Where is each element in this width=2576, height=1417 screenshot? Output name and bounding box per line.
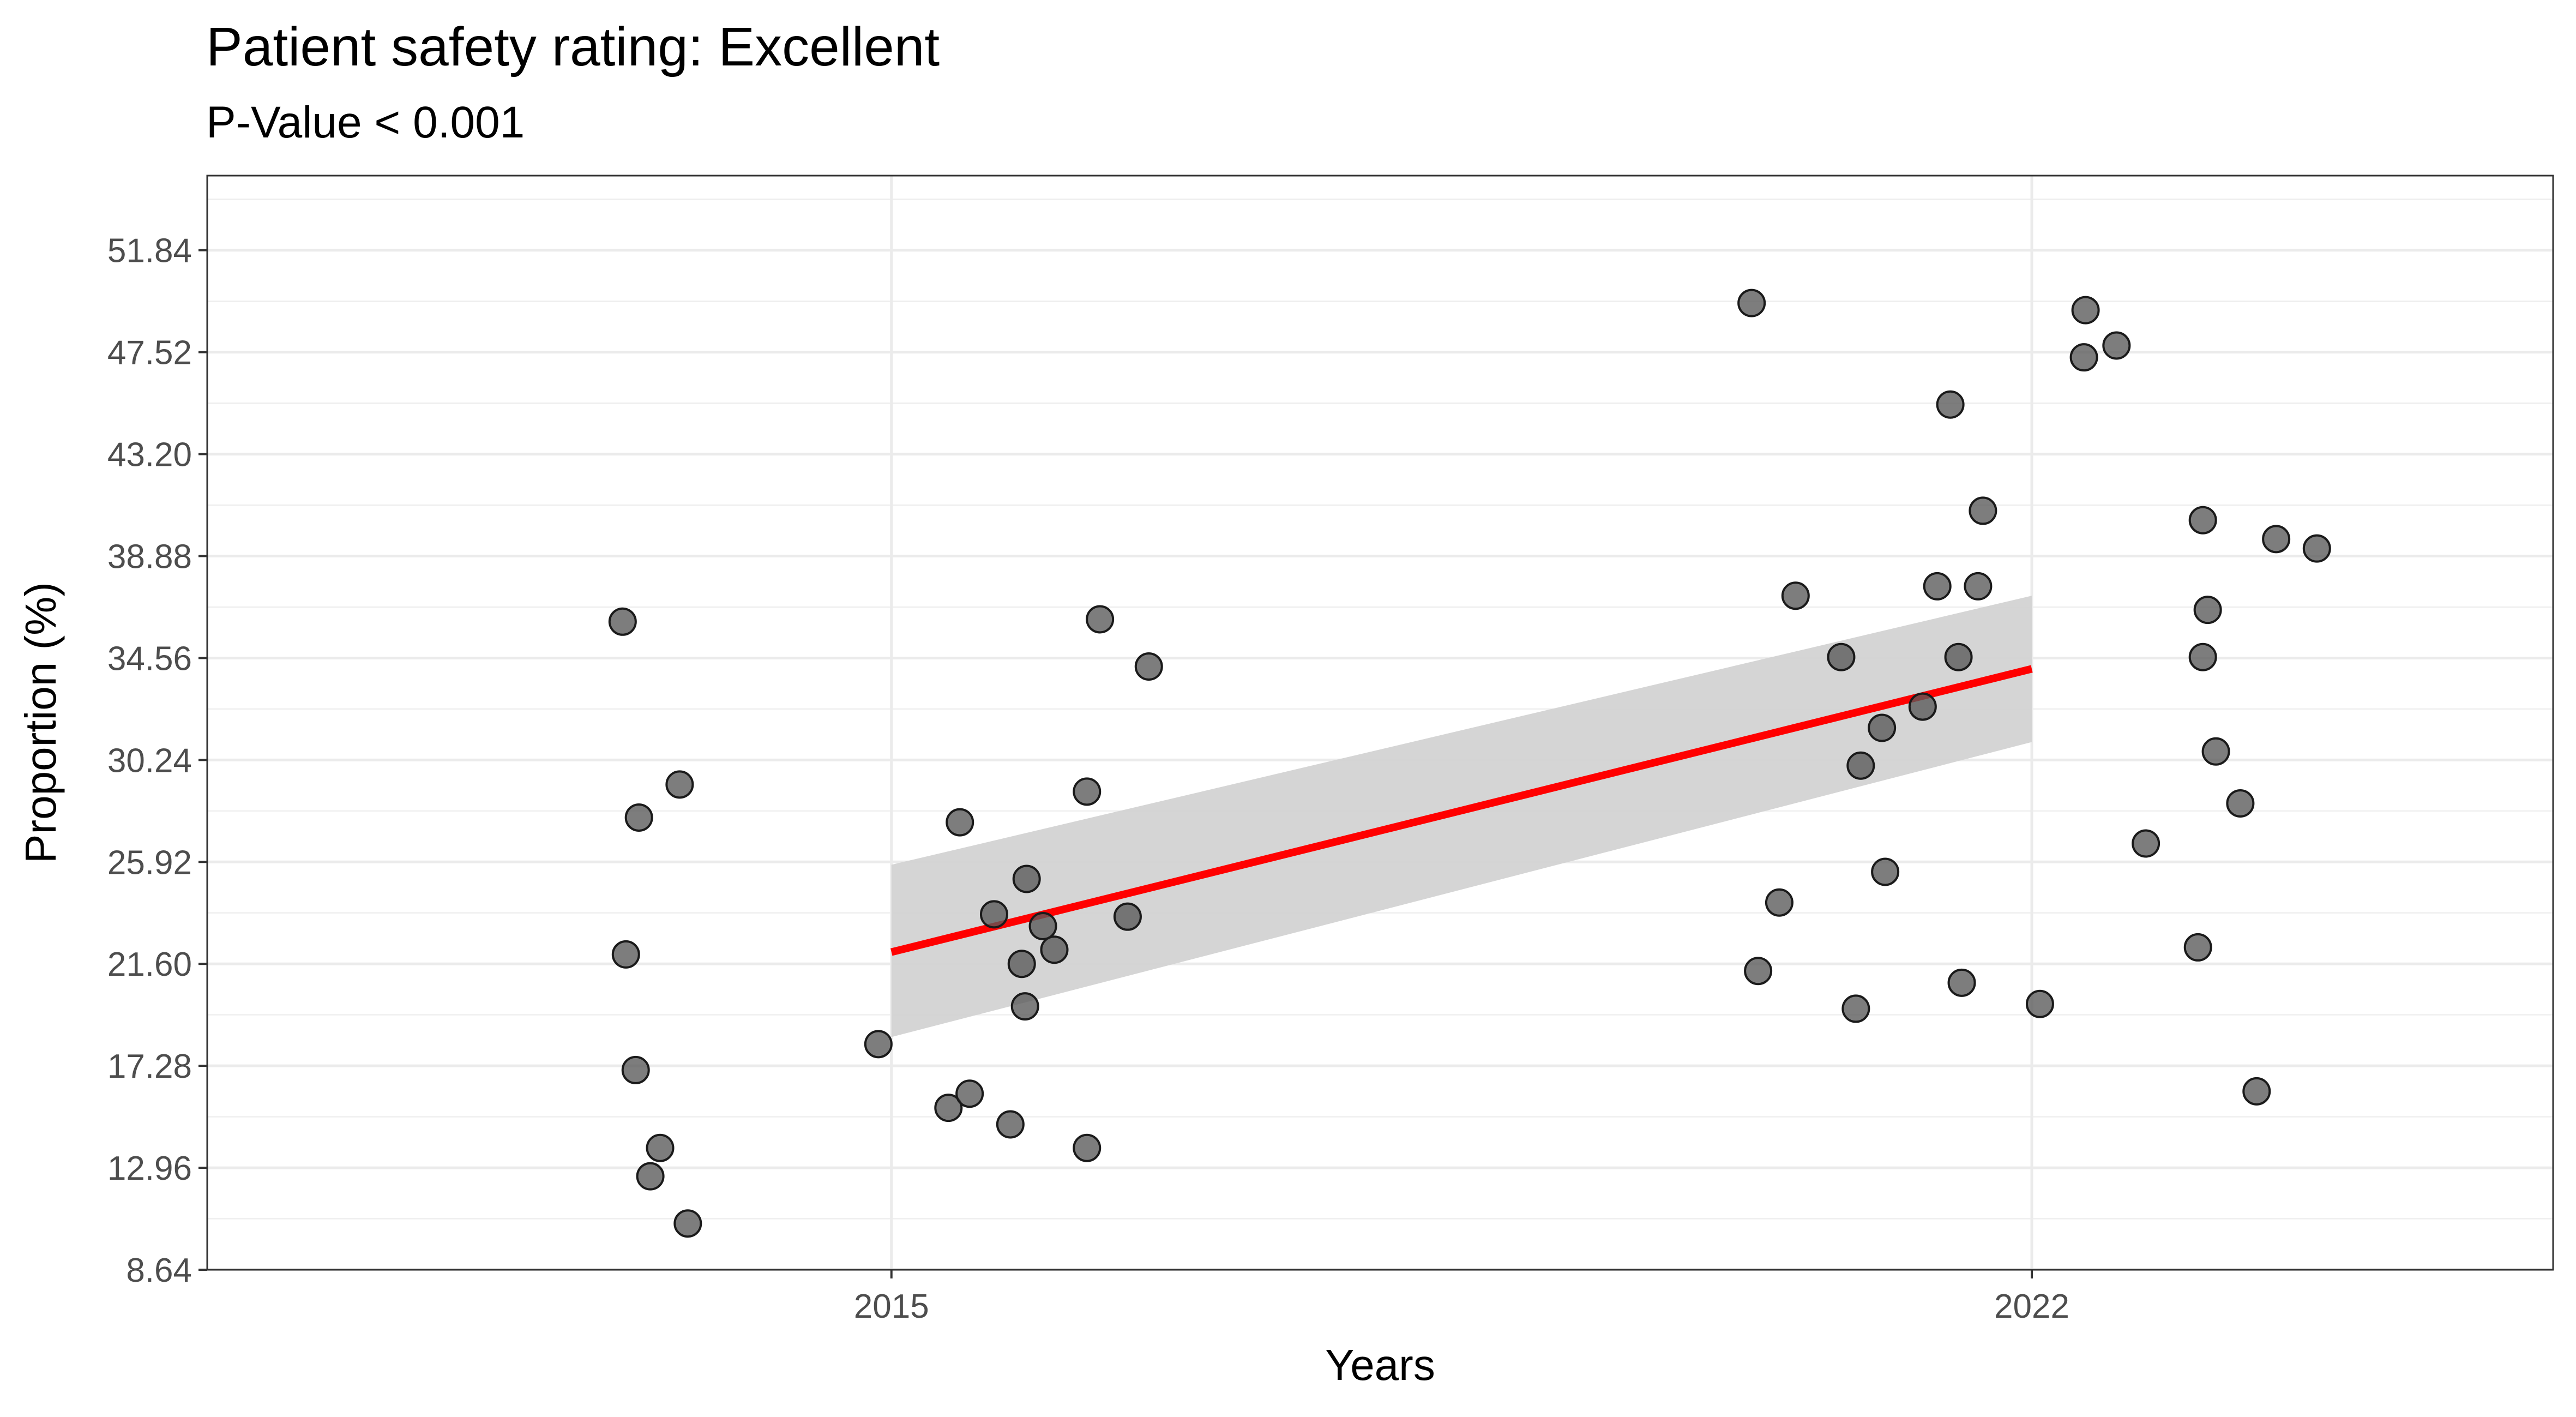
y-tick-label: 25.92 <box>107 844 192 881</box>
data-point <box>864 1030 893 1059</box>
data-point <box>2193 596 2222 625</box>
data-point <box>2262 525 2291 554</box>
data-point <box>2071 296 2100 325</box>
data-point <box>2226 789 2255 818</box>
plot-panel-border <box>206 175 2554 1271</box>
data-point <box>2188 506 2217 535</box>
y-tick-label: 12.96 <box>107 1150 192 1187</box>
y-tick-label: 51.84 <box>107 232 192 270</box>
data-point <box>1007 950 1036 978</box>
data-point <box>1040 935 1069 964</box>
points-layer <box>608 289 2331 1238</box>
data-point <box>2132 829 2160 858</box>
y-tick-label: 30.24 <box>107 742 192 779</box>
x-axis-title: Years <box>1325 1341 1435 1389</box>
data-point <box>1827 643 1856 671</box>
fit-line-layer <box>890 665 2033 956</box>
data-point <box>2302 534 2331 563</box>
data-point <box>636 1162 665 1191</box>
data-point <box>1028 911 1057 940</box>
data-point <box>1936 390 1965 419</box>
data-point <box>946 808 974 837</box>
y-tick-label: 38.88 <box>107 538 192 576</box>
data-point <box>1908 692 1937 721</box>
data-point <box>1964 572 1993 601</box>
confidence-band <box>891 596 2032 1037</box>
confidence-band-layer <box>891 596 2032 1037</box>
data-point <box>665 770 694 799</box>
data-point <box>2242 1077 2271 1106</box>
data-point <box>1086 605 1115 634</box>
data-point <box>996 1110 1025 1139</box>
data-point <box>1073 777 1102 806</box>
chart-subtitle: P-Value < 0.001 <box>206 98 525 147</box>
data-point <box>2025 989 2054 1018</box>
data-point <box>624 803 653 832</box>
data-point <box>646 1133 675 1162</box>
y-axis-title: Proportion (%) <box>16 582 65 863</box>
data-point <box>1868 713 1897 742</box>
data-point <box>1841 994 1870 1023</box>
grid <box>207 176 2553 1271</box>
data-point <box>611 940 640 969</box>
y-tick-label: 8.64 <box>126 1252 192 1289</box>
data-point <box>1113 902 1142 931</box>
data-point <box>1969 496 1997 525</box>
data-point <box>1871 857 1900 886</box>
data-point <box>608 607 637 636</box>
data-point <box>1010 992 1039 1021</box>
data-point <box>673 1209 702 1238</box>
data-point <box>1134 652 1163 681</box>
data-point <box>1737 289 1766 317</box>
y-tick-label: 47.52 <box>107 334 192 372</box>
x-tick-label: 2015 <box>854 1288 929 1325</box>
data-point <box>1944 643 1973 671</box>
y-tick-label: 43.20 <box>107 436 192 474</box>
data-point <box>2102 331 2131 360</box>
data-point <box>1947 968 1976 997</box>
data-point <box>2183 933 2212 962</box>
data-point <box>1744 957 1773 986</box>
data-point <box>1846 751 1875 780</box>
y-tick-label: 34.56 <box>107 640 192 677</box>
data-point <box>1012 864 1041 893</box>
data-point <box>1765 888 1793 917</box>
data-point <box>979 900 1008 929</box>
data-point <box>1781 581 1810 610</box>
data-point <box>2201 737 2230 766</box>
x-tick-label: 2022 <box>1994 1288 2069 1325</box>
data-point <box>2188 643 2217 671</box>
data-point <box>1923 572 1952 601</box>
chart-title: Patient safety rating: Excellent <box>206 16 940 77</box>
y-tick-label: 21.60 <box>107 946 192 983</box>
data-point <box>934 1094 963 1122</box>
data-point <box>2069 343 2098 372</box>
y-tick-label: 17.28 <box>107 1048 192 1085</box>
data-point <box>621 1055 650 1084</box>
trend-line <box>890 665 2033 956</box>
axes: 8.64 12.96 17.28 21.60 25.92 30.24 34.56 38.88 4… <box>107 232 2069 1325</box>
data-point <box>1073 1133 1102 1162</box>
data-point <box>955 1079 984 1108</box>
